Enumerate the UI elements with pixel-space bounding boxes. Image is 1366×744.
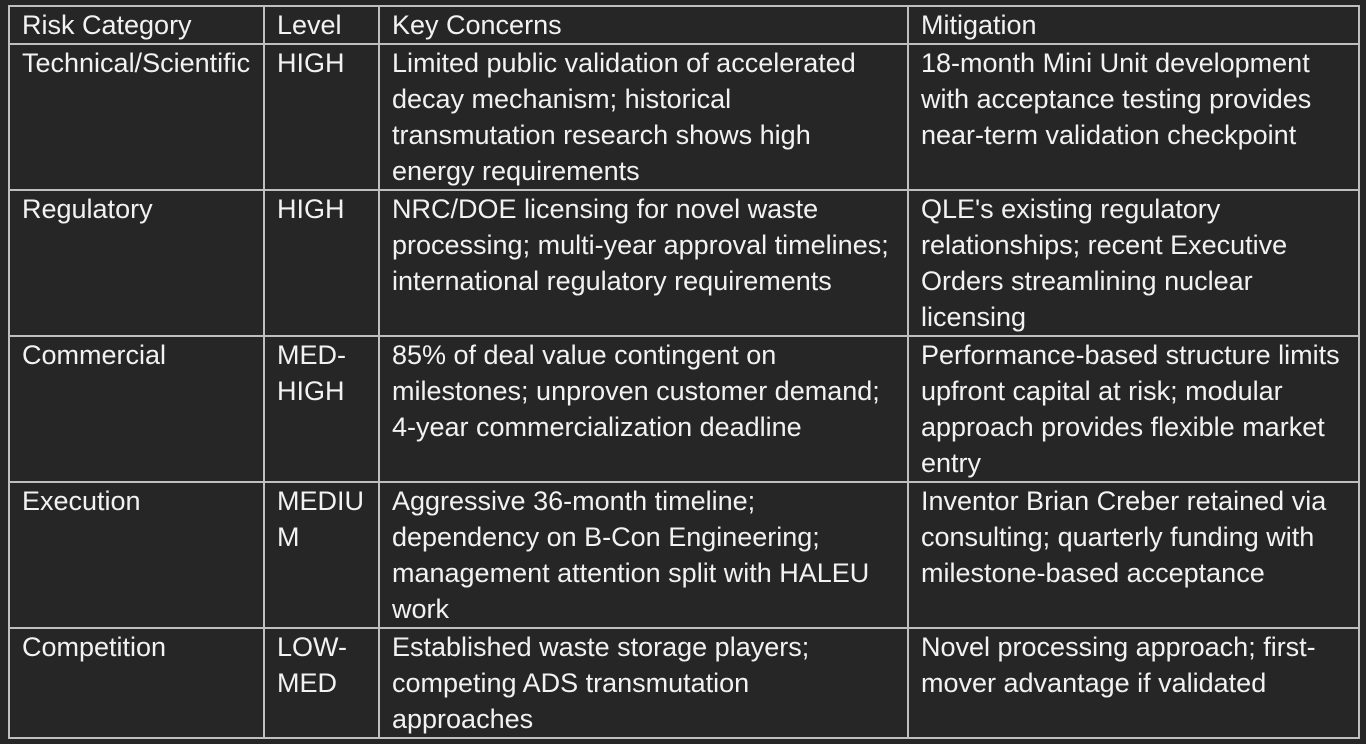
table-cell: Inventor Brian Creber retained via consu… — [907, 481, 1360, 629]
table-cell: QLE's existing regulatory relationships;… — [907, 189, 1360, 337]
table-cell: MEDIUM — [263, 481, 380, 629]
table-cell: Novel processing approach; first-mover a… — [907, 627, 1360, 739]
table-body: Technical/Scientific HIGH Limited public v… — [8, 43, 1360, 739]
table-cell: Regulatory — [8, 189, 265, 337]
table-cell: Commercial — [8, 335, 265, 483]
table-cell: Limited public validation of accelerated… — [378, 43, 909, 191]
table-cell: 85% of deal value contingent on mileston… — [378, 335, 909, 483]
header-cell: Level — [263, 5, 380, 45]
risk-table: Risk Category Level Key Concerns Mitigation… — [8, 5, 1360, 739]
header-cell: Risk Category — [8, 5, 265, 45]
table-cell: HIGH — [263, 189, 380, 337]
table-row: Technical/Scientific HIGH Limited public v… — [8, 43, 1360, 191]
table-cell: Established waste storage players; compe… — [378, 627, 909, 739]
table-header: Risk Category Level Key Concerns Mitigation — [8, 5, 1360, 45]
table-cell: NRC/DOE licensing for novel waste proces… — [378, 189, 909, 337]
table-row: Competition LOW-MED Established waste stor… — [8, 627, 1360, 739]
table-cell: Execution — [8, 481, 265, 629]
header-cell: Key Concerns — [378, 5, 909, 45]
header-cell: Mitigation — [907, 5, 1360, 45]
table-cell: Performance-based structure limits upfro… — [907, 335, 1360, 483]
table-row: Execution MEDIUM Aggressive 36-month timel… — [8, 481, 1360, 629]
table-cell: LOW-MED — [263, 627, 380, 739]
table-cell: Technical/Scientific — [8, 43, 265, 191]
table-cell: MED-HIGH — [263, 335, 380, 483]
table-cell: 18-month Mini Unit development with acce… — [907, 43, 1360, 191]
table-cell: Aggressive 36-month timeline; dependency… — [378, 481, 909, 629]
table-cell: HIGH — [263, 43, 380, 191]
table-cell: Competition — [8, 627, 265, 739]
table-row: Regulatory HIGH NRC/DOE licensing for nove… — [8, 189, 1360, 337]
header-row: Risk Category Level Key Concerns Mitigation — [8, 5, 1360, 45]
table-row: Commercial MED-HIGH 85% of deal value cont… — [8, 335, 1360, 483]
